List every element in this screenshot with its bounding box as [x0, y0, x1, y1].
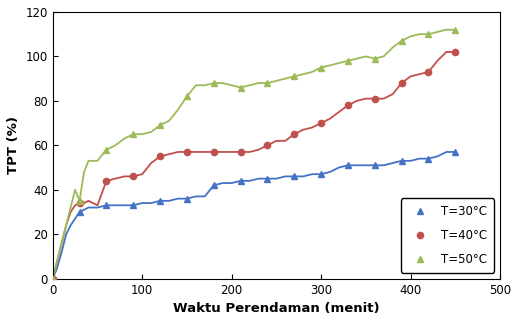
T=50°C: [103, 148, 109, 152]
T=40°C: [398, 81, 405, 85]
T=30°C: [184, 197, 190, 201]
T=50°C: [291, 74, 297, 78]
T=40°C: [425, 70, 431, 74]
T=40°C: [264, 143, 270, 147]
T=30°C: [452, 150, 458, 154]
T=30°C: [264, 177, 270, 181]
T=40°C: [77, 201, 83, 205]
T=50°C: [237, 86, 243, 90]
T=40°C: [157, 155, 163, 158]
T=30°C: [103, 204, 109, 207]
X-axis label: Waktu Perendaman (menit): Waktu Perendaman (menit): [173, 302, 380, 315]
T=30°C: [50, 277, 56, 280]
T=50°C: [211, 81, 217, 85]
T=40°C: [291, 132, 297, 136]
T=50°C: [264, 81, 270, 85]
T=50°C: [452, 28, 458, 32]
Legend: T=30°C, T=40°C, T=50°C: T=30°C, T=40°C, T=50°C: [401, 198, 494, 273]
T=40°C: [211, 150, 217, 154]
T=30°C: [345, 163, 351, 167]
T=30°C: [318, 172, 324, 176]
T=40°C: [184, 150, 190, 154]
T=50°C: [157, 123, 163, 127]
T=30°C: [371, 163, 378, 167]
T=30°C: [157, 199, 163, 203]
T=50°C: [345, 59, 351, 63]
T=40°C: [237, 150, 243, 154]
T=40°C: [130, 175, 136, 178]
T=50°C: [398, 39, 405, 43]
T=50°C: [371, 57, 378, 61]
T=40°C: [50, 277, 56, 280]
Y-axis label: TPT (%): TPT (%): [7, 116, 20, 174]
T=50°C: [50, 277, 56, 280]
T=30°C: [425, 157, 431, 161]
T=40°C: [371, 97, 378, 100]
T=50°C: [318, 66, 324, 70]
T=30°C: [130, 204, 136, 207]
T=30°C: [291, 175, 297, 178]
T=50°C: [130, 132, 136, 136]
T=40°C: [318, 121, 324, 125]
T=30°C: [237, 179, 243, 183]
T=50°C: [425, 32, 431, 36]
T=50°C: [184, 94, 190, 98]
T=40°C: [103, 179, 109, 183]
Line: T=30°C: T=30°C: [50, 149, 458, 282]
Line: T=50°C: T=50°C: [50, 27, 458, 282]
T=40°C: [345, 103, 351, 107]
Line: T=40°C: T=40°C: [50, 49, 458, 282]
T=30°C: [211, 183, 217, 187]
T=50°C: [77, 199, 83, 203]
T=30°C: [398, 159, 405, 163]
T=30°C: [77, 210, 83, 214]
T=40°C: [452, 50, 458, 54]
